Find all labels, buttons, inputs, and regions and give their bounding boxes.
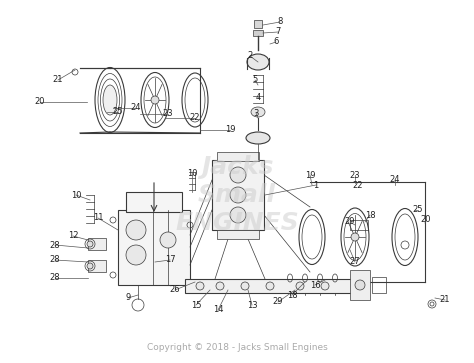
Text: 6: 6	[273, 37, 279, 46]
Text: 28: 28	[50, 241, 60, 249]
Text: 21: 21	[440, 295, 450, 305]
Ellipse shape	[87, 263, 93, 269]
Bar	[217, 230, 259, 239]
Text: 18: 18	[287, 290, 297, 299]
Bar	[350, 270, 370, 300]
Bar	[88, 260, 106, 272]
Text: 19: 19	[225, 126, 235, 135]
Text: 4: 4	[255, 94, 261, 102]
Bar	[185, 279, 360, 293]
Text: Jacks
Small
ENGINES: Jacks Small ENGINES	[175, 155, 299, 235]
Text: 26: 26	[170, 286, 180, 294]
Circle shape	[126, 245, 146, 265]
Text: 24: 24	[390, 175, 400, 184]
Bar	[217, 152, 259, 161]
Text: 24: 24	[131, 103, 141, 113]
Text: 29: 29	[273, 298, 283, 306]
Circle shape	[126, 220, 146, 240]
Text: 13: 13	[246, 301, 257, 310]
Text: 20: 20	[35, 98, 45, 106]
Text: 11: 11	[93, 213, 103, 223]
Text: 9: 9	[126, 294, 131, 302]
Text: 17: 17	[164, 256, 175, 265]
Text: 10: 10	[71, 191, 81, 200]
Circle shape	[230, 167, 246, 183]
Text: 20: 20	[421, 216, 431, 224]
Text: 28: 28	[50, 256, 60, 265]
Text: 18: 18	[365, 211, 375, 220]
Text: 19: 19	[305, 171, 315, 179]
Bar	[350, 220, 368, 230]
Ellipse shape	[246, 132, 270, 144]
Text: 21: 21	[53, 76, 63, 85]
Text: 5: 5	[252, 76, 258, 85]
Text: 7: 7	[275, 28, 281, 37]
Text: 27: 27	[350, 257, 360, 266]
Text: 14: 14	[213, 306, 223, 314]
Bar	[212, 160, 264, 230]
Bar	[253, 30, 263, 36]
Text: 12: 12	[68, 232, 78, 241]
Text: Copyright © 2018 - Jacks Small Engines: Copyright © 2018 - Jacks Small Engines	[146, 343, 328, 352]
Text: 23: 23	[350, 171, 360, 179]
Circle shape	[296, 282, 304, 290]
Text: 23: 23	[163, 110, 173, 118]
Circle shape	[216, 282, 224, 290]
Text: 10: 10	[187, 168, 197, 178]
Text: 16: 16	[310, 281, 320, 290]
Ellipse shape	[103, 85, 117, 115]
Circle shape	[266, 282, 274, 290]
Ellipse shape	[87, 241, 93, 247]
Bar	[372, 277, 386, 293]
Circle shape	[151, 96, 159, 104]
Circle shape	[230, 187, 246, 203]
Ellipse shape	[355, 280, 365, 290]
Text: 3: 3	[253, 109, 259, 118]
Bar	[118, 210, 190, 285]
Text: 29: 29	[345, 217, 355, 227]
Circle shape	[321, 282, 329, 290]
Text: 8: 8	[277, 17, 283, 26]
Ellipse shape	[251, 107, 265, 117]
Text: 2: 2	[247, 52, 253, 61]
Circle shape	[230, 207, 246, 223]
Text: 28: 28	[50, 273, 60, 282]
Text: 1: 1	[313, 180, 319, 189]
Text: 22: 22	[353, 180, 363, 189]
Text: 25: 25	[113, 107, 123, 117]
Text: 15: 15	[191, 301, 201, 310]
Circle shape	[241, 282, 249, 290]
Bar	[88, 238, 106, 250]
Circle shape	[196, 282, 204, 290]
Bar	[126, 192, 182, 212]
Circle shape	[160, 232, 176, 248]
Circle shape	[351, 233, 359, 241]
Text: 22: 22	[190, 114, 200, 122]
Ellipse shape	[247, 54, 269, 70]
Bar	[254, 20, 262, 28]
Text: 25: 25	[413, 205, 423, 215]
